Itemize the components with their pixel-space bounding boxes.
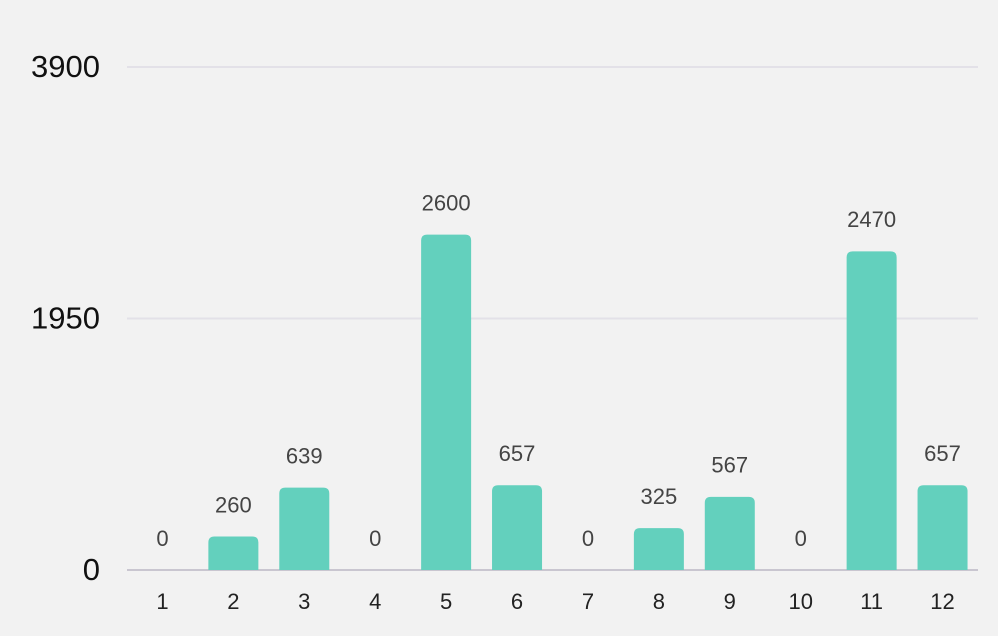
value-label: 260 — [215, 492, 252, 517]
x-tick-label: 5 — [440, 589, 452, 614]
bar — [704, 496, 755, 570]
x-tick-label: 1 — [156, 589, 168, 614]
value-label: 567 — [711, 453, 748, 478]
bar — [208, 536, 259, 570]
x-tick-label: 12 — [930, 589, 954, 614]
value-label: 657 — [924, 441, 961, 466]
bar — [633, 528, 684, 570]
bar — [492, 485, 543, 570]
value-label: 325 — [641, 484, 678, 509]
x-tick-label: 4 — [369, 589, 381, 614]
x-tick-label: 2 — [227, 589, 239, 614]
value-label: 0 — [582, 526, 594, 551]
y-tick-label: 0 — [83, 552, 100, 587]
value-label: 0 — [795, 526, 807, 551]
x-tick-label: 7 — [582, 589, 594, 614]
x-tick-label: 9 — [724, 589, 736, 614]
y-tick-label: 3900 — [31, 49, 100, 84]
value-label: 0 — [156, 526, 168, 551]
bar — [279, 487, 330, 570]
value-label: 639 — [286, 443, 323, 468]
x-tick-label: 3 — [298, 589, 310, 614]
value-label: 2470 — [847, 207, 896, 232]
x-tick-label: 8 — [653, 589, 665, 614]
value-label: 2600 — [422, 190, 471, 215]
bar — [917, 485, 968, 570]
x-tick-label: 6 — [511, 589, 523, 614]
y-tick-label: 1950 — [31, 301, 100, 336]
bar — [421, 234, 472, 570]
value-label: 657 — [499, 441, 536, 466]
bar — [846, 251, 897, 570]
x-tick-label: 11 — [860, 589, 883, 614]
value-label: 0 — [369, 526, 381, 551]
x-tick-label: 10 — [788, 589, 812, 614]
